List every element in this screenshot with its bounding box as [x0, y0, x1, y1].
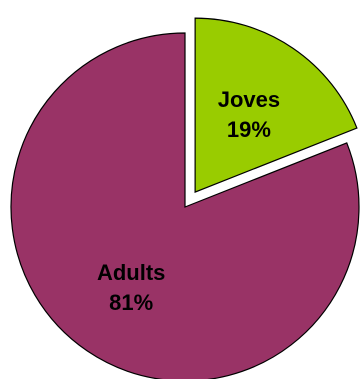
slice-value-joves: 19% [227, 117, 271, 142]
pie-slice-joves [194, 17, 358, 193]
slice-label-joves: Joves [218, 87, 280, 112]
pie-slice-adults [10, 32, 360, 379]
pie-labels: Joves 19% Adults 81% [97, 87, 280, 315]
slice-label-adults: Adults [97, 260, 165, 285]
slice-value-adults: 81% [109, 290, 153, 315]
pie-slices [10, 17, 360, 379]
